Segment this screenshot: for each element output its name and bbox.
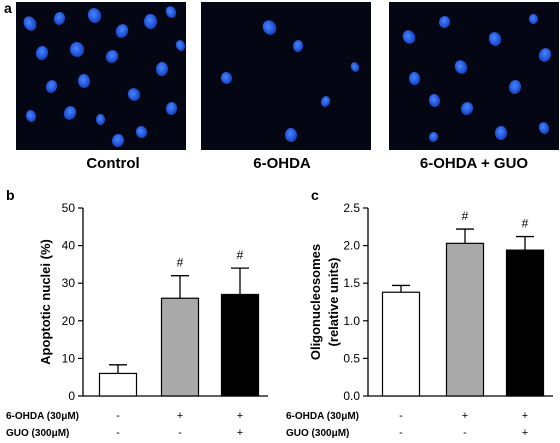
panel-c-y-tick-label: 0.0 xyxy=(343,389,360,403)
micrograph-label-6ohda-guo: 6-OHDA + GUO xyxy=(419,155,529,172)
panel-b-bar xyxy=(98,372,138,397)
panel-b-significance-mark: # xyxy=(237,248,244,262)
panel-b-significance-mark: # xyxy=(177,256,184,270)
panel-c-y-axis-label: (relative units) xyxy=(326,258,341,347)
panel-c-condition-mark: - xyxy=(463,427,467,439)
panel-b-condition-mark: - xyxy=(116,427,120,439)
micrograph-label-control: Control xyxy=(86,155,140,172)
panel-c-y-axis-label: Oligonucleosomes xyxy=(308,244,323,360)
panel-a-letter: a xyxy=(4,0,12,16)
panel-b-condition-mark: + xyxy=(177,410,183,422)
panel-b-condition-mark: + xyxy=(237,427,243,439)
panel-b-condition-mark: - xyxy=(178,427,182,439)
micrograph-control xyxy=(16,2,186,150)
panel-b-y-tick-label: 30 xyxy=(62,276,76,290)
panel-c-significance-mark: # xyxy=(522,217,529,231)
panel-c-bar xyxy=(505,249,545,397)
panel-c-significance-mark: # xyxy=(462,209,469,223)
panel-c-condition-mark: - xyxy=(399,410,403,422)
panel-c-y-tick-label: 0.5 xyxy=(343,351,360,365)
panel-c-condition-mark: - xyxy=(399,427,403,439)
panel-b-bar xyxy=(160,297,200,397)
micrograph-label-6ohda: 6-OHDA xyxy=(253,155,311,172)
panel-b-y-tick-label: 40 xyxy=(62,239,76,253)
panel-c-condition-mark: + xyxy=(522,410,528,422)
panel-c-y-tick-label: 1.5 xyxy=(343,276,360,290)
panel-b-condition-label: 6-OHDA (30μM) xyxy=(6,411,79,422)
panel-b-condition-mark: + xyxy=(237,410,243,422)
panel-c-letter: c xyxy=(311,187,319,203)
panel-b-y-tick-label: 10 xyxy=(62,351,76,365)
panel-c-bar xyxy=(381,291,421,397)
panel-c-y-tick-label: 2.0 xyxy=(343,239,360,253)
micrograph-6ohda xyxy=(201,2,371,150)
panel-b-y-tick-label: 0 xyxy=(68,389,75,403)
panel-b-condition-label: GUO (300μM) xyxy=(6,428,69,439)
panel-b-condition-mark: - xyxy=(116,410,120,422)
panel-b-bar xyxy=(220,293,260,397)
panel-b-y-tick-label: 50 xyxy=(62,201,76,215)
panel-c-bar xyxy=(445,242,485,397)
panel-c-condition-mark: + xyxy=(462,410,468,422)
micrograph-6ohda-guo xyxy=(389,2,559,150)
panel-c-y-tick-label: 1.0 xyxy=(343,314,360,328)
panel-b-y-tick-label: 20 xyxy=(62,314,76,328)
panel-b-y-axis-label: Apoptotic nuclei (%) xyxy=(38,239,53,365)
panel-b-letter: b xyxy=(6,187,15,203)
panel-c-condition-mark: + xyxy=(522,427,528,439)
panel-c-condition-label: GUO (300μM) xyxy=(286,428,349,439)
panel-c-condition-label: 6-OHDA (30μM) xyxy=(286,411,359,422)
panel-c-y-tick-label: 2.5 xyxy=(343,201,360,215)
